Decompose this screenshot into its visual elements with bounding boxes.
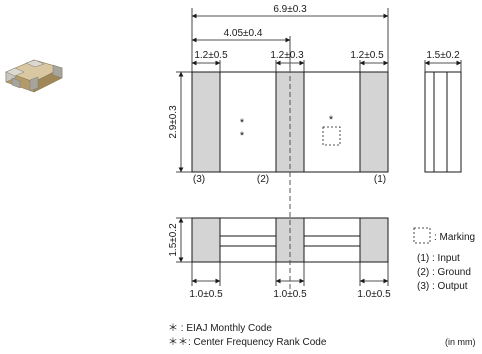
height-label: 2.9±0.3 — [168, 105, 179, 139]
marking-double-star-bottom: * — [240, 130, 245, 142]
legend-output: (3) : Output — [417, 281, 468, 292]
component-photo — [5, 59, 63, 93]
note-rank-code: ＊＊: Center Frequency Rank Code — [168, 337, 327, 348]
note-monthly-code: ＊ : EIAJ Monthly Code — [168, 323, 272, 334]
side-view-body — [424, 71, 462, 173]
unit-label: (in mm) — [445, 337, 476, 347]
terminal-labels: (3) (2) (1) — [193, 174, 386, 185]
pad-right — [359, 71, 389, 173]
side-width-label: 1.5±0.2 — [426, 50, 460, 61]
marking-area — [322, 126, 341, 146]
pad-left — [191, 71, 221, 173]
dimension-thickness: 1.5±0.2 — [168, 217, 192, 263]
legend-marking-swatch — [413, 227, 431, 244]
marking-star: * — [329, 114, 334, 126]
marking-double-star-top: * — [240, 117, 245, 129]
bottom-center-label: 1.0±0.5 — [273, 289, 307, 300]
front-pad-left — [191, 217, 221, 263]
dimension-pad-widths: 1.2±0.5 1.2±0.3 1.2±0.5 — [191, 50, 389, 72]
legend-marking: : Marking — [434, 232, 475, 243]
side-view: 1.5±0.2 — [424, 50, 462, 173]
legend: : Marking (1) : Input (2) : Ground (3) :… — [413, 227, 475, 292]
overall-length-label: 6.9±0.3 — [273, 4, 307, 15]
top-view: * * * — [191, 71, 389, 173]
pad-width-center-label: 1.2±0.3 — [270, 50, 304, 61]
pad-width-right-label: 1.2±0.5 — [350, 50, 384, 61]
front-pad-right — [359, 217, 389, 263]
legend-ground: (2) : Ground — [417, 267, 471, 278]
legend-input: (1) : Input — [417, 253, 460, 264]
terminal-2-label: (2) — [257, 174, 269, 185]
dimension-height: 2.9±0.3 — [168, 71, 192, 173]
pad-width-left-label: 1.2±0.5 — [194, 50, 228, 61]
terminal-1-label: (1) — [374, 174, 386, 185]
bottom-left-label: 1.0±0.5 — [189, 289, 223, 300]
thickness-label: 1.5±0.2 — [168, 223, 179, 257]
dimension-pad-pitch: 4.05±0.4 — [191, 28, 291, 72]
terminal-3-label: (3) — [193, 174, 205, 185]
bottom-right-label: 1.0±0.5 — [357, 289, 391, 300]
pad-pitch-label: 4.05±0.4 — [224, 28, 263, 39]
notes: ＊ : EIAJ Monthly Code ＊＊: Center Frequen… — [168, 323, 476, 348]
